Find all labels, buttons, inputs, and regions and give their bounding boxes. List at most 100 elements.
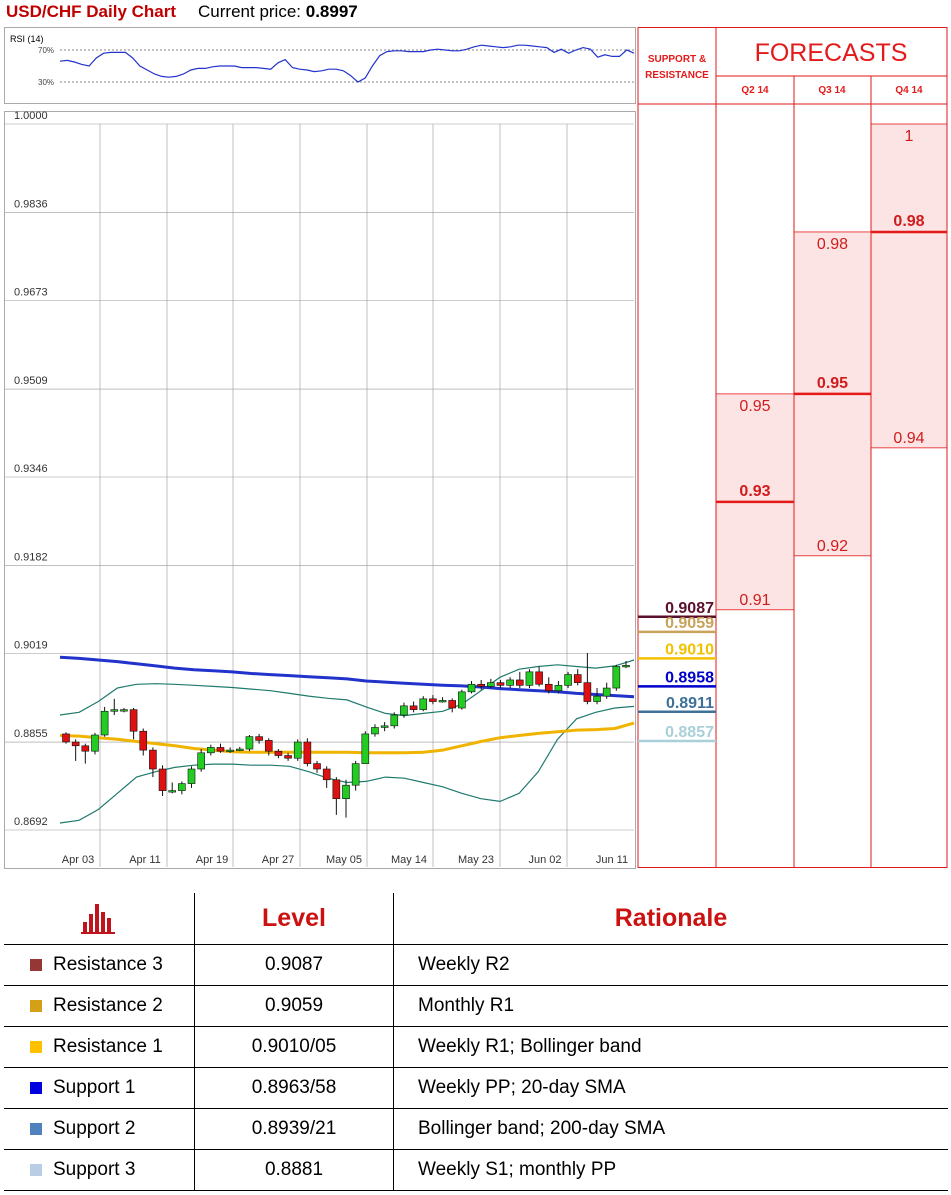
candle-body <box>573 674 582 683</box>
sr-level-label: 0.8911 <box>666 695 714 712</box>
forecast-low-label: 0.94 <box>893 430 924 447</box>
row-level: 0.8939/21 <box>194 1108 394 1150</box>
y-tick-label: 0.8855 <box>14 728 48 740</box>
candle-body <box>178 783 186 791</box>
table-row: Support 3 0.8881 Weekly S1; monthly PP <box>4 1149 948 1191</box>
candle-body <box>293 741 302 759</box>
row-name: Resistance 3 <box>53 954 163 975</box>
row-level: 0.9059 <box>194 985 394 1027</box>
candle-body <box>515 679 524 686</box>
candle-body <box>622 665 630 668</box>
row-level: 0.9087 <box>194 944 394 986</box>
candle-body <box>593 695 601 702</box>
row-name: Support 1 <box>53 1077 136 1098</box>
candle-body <box>274 750 283 756</box>
candle-body <box>197 752 205 770</box>
candle-body <box>264 740 273 752</box>
table-row: Support 2 0.8939/21 Bollinger band; 200-… <box>4 1108 948 1150</box>
candle-body <box>371 727 379 735</box>
rsi-panel: RSI (14) 70% 30% <box>4 27 636 104</box>
x-tick-label: May 05 <box>326 854 362 866</box>
row-rationale: Weekly PP; 20-day SMA <box>393 1067 948 1109</box>
candle-body <box>429 698 437 702</box>
row-level: 0.8963/58 <box>194 1067 394 1109</box>
candle-body <box>322 768 331 781</box>
resistance-3-swatch <box>30 959 42 971</box>
forecast-high-label: 0.98 <box>817 236 848 253</box>
row-rationale: Bollinger band; 200-day SMA <box>393 1108 948 1150</box>
row-rationale: Weekly R1; Bollinger band <box>393 1026 948 1068</box>
candle-body <box>564 674 572 686</box>
forecast-low-label: 0.91 <box>739 592 770 609</box>
sma20-line <box>59 721 635 755</box>
rsi-70-label: 70% <box>38 46 54 55</box>
forecast-panel: SUPPORT & RESISTANCE FORECASTS Q2 14 Q3 … <box>637 27 948 868</box>
row-name: Support 2 <box>53 1118 136 1139</box>
row-name: Resistance 1 <box>53 1036 163 1057</box>
row-name: Resistance 2 <box>53 995 163 1016</box>
candle-body <box>602 687 611 697</box>
candle-body <box>506 679 514 686</box>
candle-body <box>226 749 234 752</box>
x-tick-label: May 14 <box>391 854 427 866</box>
current-price-label: Current price: <box>198 2 302 21</box>
support-3-swatch <box>30 1164 42 1176</box>
candle-body <box>477 683 485 687</box>
candle-body <box>448 700 457 709</box>
candle-body <box>139 730 148 751</box>
table-row: Resistance 1 0.9010/05 Weekly R1; Bollin… <box>4 1026 948 1068</box>
sr-level-label: 0.9087 <box>665 600 714 617</box>
forecast-col-q4: Q4 14 <box>895 85 923 96</box>
levels-table: Level Rationale Resistance 3 0.9087 Week… <box>4 893 948 1191</box>
support-1-swatch <box>30 1082 42 1094</box>
row-rationale: Monthly R1 <box>393 985 948 1027</box>
candle-body <box>380 725 389 728</box>
candle-body <box>255 736 263 741</box>
table-row: Resistance 2 0.9059 Monthly R1 <box>4 985 948 1027</box>
candle-body <box>487 682 495 687</box>
candle-body <box>158 768 167 791</box>
support-2-swatch <box>30 1123 42 1135</box>
y-tick-label: 0.9346 <box>14 463 48 475</box>
candle-body <box>554 685 563 692</box>
rationale-header: Rationale <box>393 893 948 945</box>
y-tick-label: 0.8692 <box>14 816 48 828</box>
candle-body <box>544 683 553 692</box>
sr-level-label: 0.9059 <box>665 615 714 632</box>
x-tick-label: May 23 <box>458 854 494 866</box>
chart-title: USD/CHF Daily Chart <box>6 2 177 21</box>
forecast-mid-label: 0.93 <box>739 483 770 500</box>
candle-body <box>284 755 292 759</box>
row-rationale: Weekly R2 <box>393 944 948 986</box>
y-tick-label: 0.9673 <box>14 287 48 299</box>
table-row: Resistance 3 0.9087 Weekly R2 <box>4 944 948 986</box>
forecast-high-label: 0.95 <box>739 398 770 415</box>
row-name: Support 3 <box>53 1159 136 1180</box>
candle-body <box>467 683 476 693</box>
forecast-frame <box>637 27 948 868</box>
sma200-line <box>59 655 635 699</box>
candle-body <box>207 747 215 754</box>
forecast-mid-label: 0.98 <box>893 213 924 230</box>
x-tick-label: Apr 19 <box>196 854 228 866</box>
resistance-1-swatch <box>30 1041 42 1053</box>
price-chart: 1.0000 0.9836 0.9673 0.9509 0.9346 0.9182 0.90… <box>4 110 636 869</box>
candle-body <box>245 736 254 750</box>
table-row: Support 1 0.8963/58 Weekly PP; 20-day SM… <box>4 1067 948 1109</box>
row-rationale: Weekly S1; monthly PP <box>393 1149 948 1191</box>
candle-body <box>62 733 70 743</box>
x-tick-label: Jun 11 <box>596 854 628 866</box>
candle-body <box>168 790 177 793</box>
candle-body <box>110 709 119 712</box>
x-tick-label: Apr 27 <box>262 854 294 866</box>
candle-body <box>235 748 244 751</box>
forecasts-title: FORECASTS <box>755 39 908 67</box>
candle-body <box>458 691 466 709</box>
rsi-frame <box>4 27 636 104</box>
candle-body <box>81 745 90 752</box>
chart-header: USD/CHF Daily Chart Current price: 0.8997 <box>6 2 358 22</box>
candle-body <box>187 768 196 784</box>
y-tick-label: 0.9836 <box>14 199 48 211</box>
candle-body <box>409 705 418 710</box>
forecast-col-q2: Q2 14 <box>741 85 769 96</box>
